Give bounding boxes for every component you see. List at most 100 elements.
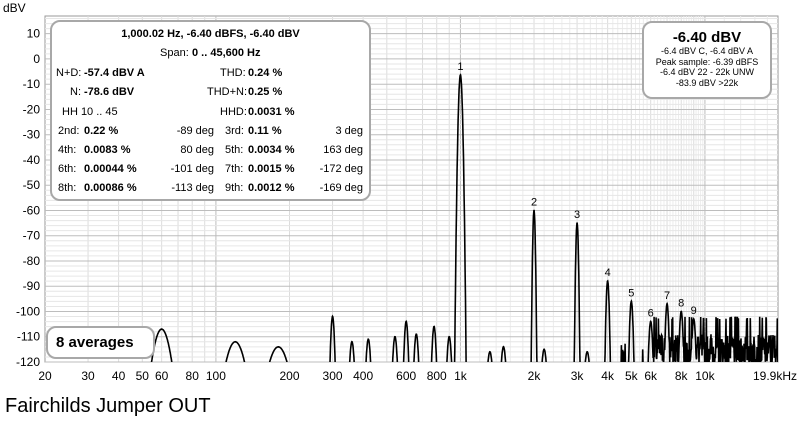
y-tick-label: -70	[23, 229, 41, 243]
spectrum-peak	[234, 340, 237, 343]
x-tick-label: 3k	[571, 369, 585, 383]
x-tick-label: 2k	[528, 369, 542, 383]
harmonic-phase: -89 deg	[176, 125, 214, 137]
thdn-label: THD+N:	[207, 86, 248, 98]
harmonic-phase: 163 deg	[323, 144, 363, 156]
spectrum-peak	[692, 318, 695, 320]
x-tick-label: 20	[38, 369, 52, 383]
y-tick-label: 0	[33, 52, 40, 66]
harmonic-label: 8th:	[58, 182, 77, 194]
harmonic-label: 7th:	[225, 163, 244, 175]
y-tick-label: 10	[27, 27, 41, 41]
spectrum-peak	[502, 345, 505, 348]
spectrum-peak	[459, 74, 462, 76]
harmonic-value: 0.22 %	[84, 125, 119, 137]
y-tick-label: -60	[23, 203, 41, 217]
n-value: -78.6 dBV	[84, 86, 135, 98]
spectrum-peak	[586, 350, 589, 353]
harmonic-value: 0.0083 %	[84, 144, 131, 156]
x-tick-label: 10k	[695, 369, 715, 383]
x-tick-label: 800	[427, 369, 447, 383]
harmonic-phase: -172 deg	[319, 163, 363, 175]
stats-panel: 1,000.02 Hz, -6.40 dBFS, -6.40 dBV Span:…	[50, 20, 371, 201]
harmonic-row: 4th: 0.0083 % 80 deg 5th: 0.0034 % 163 d…	[52, 144, 369, 160]
harmonic-label: 5	[628, 287, 634, 299]
spectrum-peak	[405, 320, 408, 323]
x-tick-label: 200	[279, 369, 299, 383]
y-tick-label: -10	[23, 77, 41, 91]
y-tick-label: -90	[23, 279, 41, 293]
harmonic-label: 6th:	[58, 163, 77, 175]
spectrum-peak	[488, 350, 491, 353]
harmonic-label: 6	[648, 308, 654, 320]
harmonic-phase: -101 deg	[170, 163, 214, 175]
y-tick-label: -30	[23, 128, 41, 142]
harmonic-value: 0.00086 %	[84, 182, 137, 194]
spectrum-peak	[331, 315, 334, 318]
spectrum-peak	[367, 338, 370, 341]
spectrum-peak	[649, 320, 652, 323]
summary-line: Peak sample: -6.39 dBFS	[655, 56, 759, 67]
harmonic-row: 8th: 0.00086 % -113 deg 9th: 0.0012 % -1…	[52, 182, 369, 198]
harmonic-row: 2nd: 0.22 % -89 deg 3rd: 0.11 % 3 deg	[52, 125, 369, 141]
harmonic-label: 5th:	[225, 144, 244, 156]
summary-line: -6.4 dBV C, -6.4 dBV A	[660, 46, 754, 56]
spectrum-peak	[448, 335, 451, 338]
spectrum-peak	[533, 209, 535, 212]
harmonic-label: 1	[457, 61, 463, 73]
thdn-value: 0.25 %	[248, 86, 283, 98]
harmonic-phase: 80 deg	[180, 144, 214, 156]
harmonic-phase: -113 deg	[171, 182, 214, 194]
thd-label: THD:	[220, 67, 246, 79]
spectrum-peak	[351, 340, 353, 343]
hhd-value: 0.0031 %	[248, 106, 295, 118]
y-tick-label: -80	[23, 254, 41, 268]
x-tick-label: 100	[206, 369, 226, 383]
harmonic-value: 0.00044 %	[84, 163, 137, 175]
y-tick-label: -20	[23, 102, 41, 116]
harmonic-phase: 3 deg	[335, 125, 363, 137]
span-label: Span:	[160, 47, 189, 59]
harmonic-label: 3	[574, 209, 580, 221]
y-tick-label: -120	[16, 355, 40, 369]
harmonic-label: 9th:	[225, 182, 244, 194]
spectrum-peak	[666, 303, 668, 305]
spectrum-peak	[433, 325, 435, 328]
harmonic-label: 9	[691, 305, 697, 317]
level-readout: -6.40 dBV	[672, 29, 742, 46]
x-tick-label: 30	[81, 369, 95, 383]
harmonic-label: 2	[531, 196, 537, 208]
y-tick-label: -110	[17, 330, 40, 344]
harmonic-phase: -169 deg	[319, 182, 363, 194]
spectrum-peak	[160, 328, 163, 331]
spectrum-peak	[394, 335, 396, 338]
nd-label: N+D:	[56, 67, 82, 79]
x-tick-label: 8k	[675, 369, 689, 383]
x-tick-label: 60	[155, 369, 169, 383]
summary-line: -83.9 dBV >22k	[675, 77, 739, 88]
level-summary-panel: -6.40 dBV -6.4 dBV C, -6.4 dBV A Peak sa…	[642, 21, 772, 99]
y-tick-label: -100	[16, 304, 40, 318]
y-tick-label: -50	[23, 178, 41, 192]
spectrum-peak	[680, 310, 683, 313]
x-tick-label: 600	[396, 369, 416, 383]
harmonic-value: 0.0034 %	[248, 144, 295, 156]
spectrum-peak	[606, 280, 609, 283]
x-tick-label: 19.9kHz	[753, 369, 797, 383]
averages-badge: 8 averages	[46, 326, 155, 359]
spectrum-trace	[150, 73, 778, 362]
harmonic-value: 0.0015 %	[248, 163, 295, 175]
thd-value: 0.24 %	[248, 67, 283, 79]
x-tick-label: 50	[136, 369, 150, 383]
x-tick-label: 1k	[454, 369, 468, 383]
x-tick-label: 4k	[601, 369, 615, 383]
chart-caption: Fairchilds Jumper OUT	[5, 395, 211, 417]
harmonic-label: 7	[664, 290, 670, 302]
spectrum-peak	[630, 300, 633, 303]
span-value: 0 .. 45,600 Hz	[192, 47, 261, 59]
spectrum-peak	[277, 345, 280, 348]
harmonic-label: 8	[678, 297, 684, 309]
x-tick-label: 300	[323, 369, 343, 383]
spectrum-peak	[576, 222, 578, 224]
nd-value: -57.4 dBV A	[84, 67, 145, 79]
